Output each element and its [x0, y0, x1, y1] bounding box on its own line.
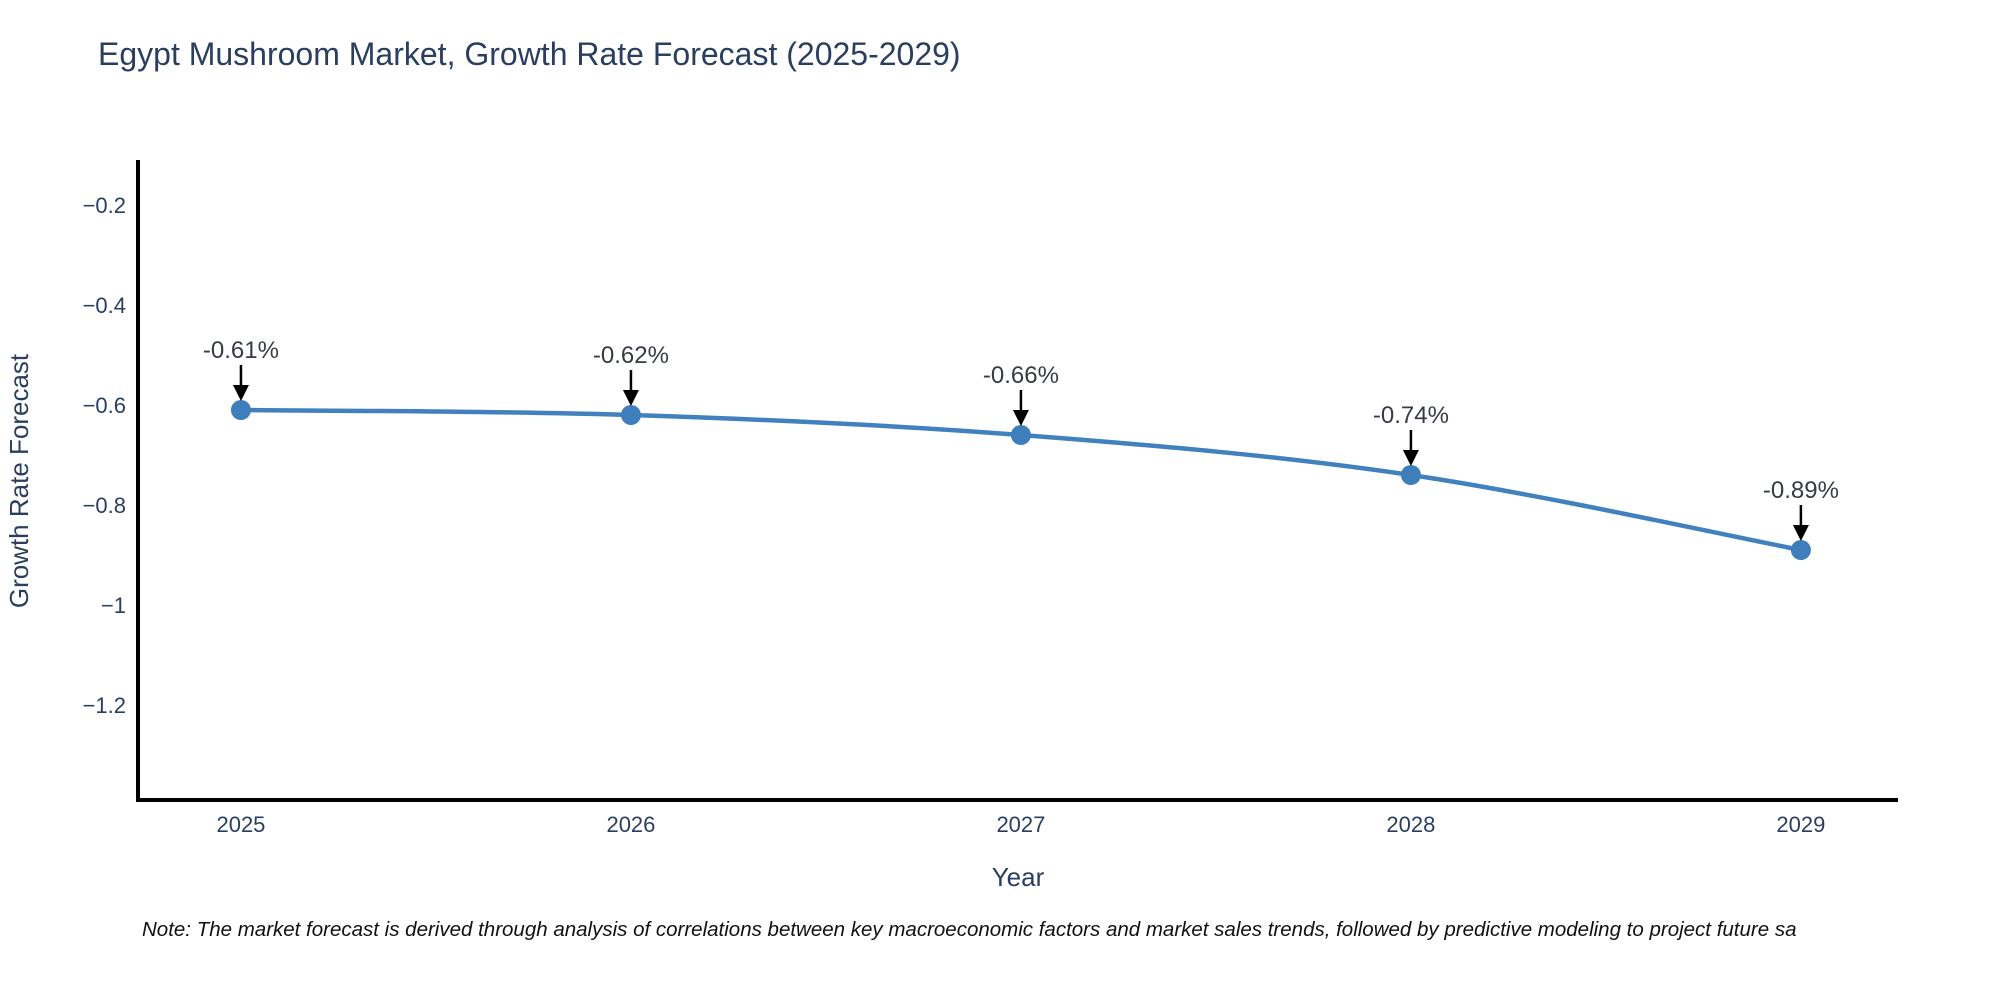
x-tick-label: 2025 [216, 812, 265, 837]
x-axis-ticks: 2025 2026 2027 2028 2029 [216, 812, 1825, 837]
data-point-marker [230, 400, 251, 420]
annotation-arrow-head [1792, 525, 1809, 541]
y-tick-label: −1 [101, 593, 126, 618]
annotation-arrow-head [622, 390, 639, 406]
y-tick-label: −0.4 [83, 293, 126, 318]
y-tick-label: −0.8 [83, 493, 126, 518]
annotation-arrow-head [232, 385, 249, 401]
axes [136, 160, 1898, 802]
x-tick-label: 2027 [996, 812, 1045, 837]
x-axis-title: Year [992, 862, 1045, 892]
data-point-marker [620, 405, 641, 425]
x-tick-label: 2026 [606, 812, 655, 837]
data-point-marker [1010, 425, 1031, 445]
data-point-marker [1790, 540, 1811, 560]
series-growth-rate [230, 400, 1811, 560]
annotation-arrow-head [1402, 450, 1419, 466]
data-point-label: -0.62% [593, 342, 669, 369]
data-point-label: -0.89% [1763, 477, 1839, 504]
data-point-label: -0.74% [1373, 402, 1449, 429]
data-point-marker [1400, 465, 1421, 485]
footnote: Note: The market forecast is derived thr… [142, 918, 1797, 941]
y-tick-label: −1.2 [83, 693, 126, 718]
data-point-label: -0.66% [983, 362, 1059, 389]
y-tick-label: −0.6 [83, 393, 126, 418]
data-point-annotations: -0.61% -0.62% -0.66% -0.74% -0.89% [203, 337, 1839, 541]
data-point-label: -0.61% [203, 337, 279, 364]
y-tick-label: −0.2 [83, 193, 126, 218]
annotation-arrow-head [1012, 410, 1029, 426]
y-axis-ticks: −0.2 −0.4 −0.6 −0.8 −1 −1.2 [83, 193, 126, 718]
x-tick-label: 2028 [1386, 812, 1435, 837]
y-axis-title: Growth Rate Forecast [4, 353, 34, 608]
x-tick-label: 2029 [1776, 812, 1825, 837]
chart-title: Egypt Mushroom Market, Growth Rate Forec… [98, 36, 961, 72]
